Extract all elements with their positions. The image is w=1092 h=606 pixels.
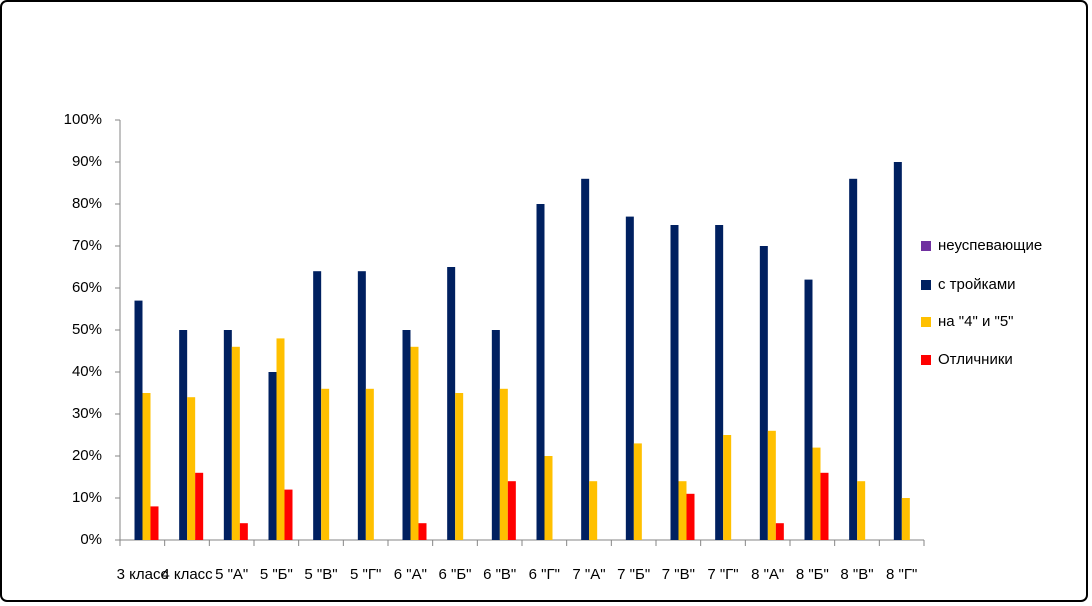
bar (134, 300, 143, 540)
bar (775, 523, 784, 540)
bar (499, 388, 508, 540)
bar (284, 489, 293, 540)
y-tick-label: 70% (72, 237, 102, 254)
y-tick-label: 30% (72, 405, 102, 422)
legend-swatch (921, 280, 931, 290)
x-tick-label: 5 "А" (215, 566, 248, 583)
legend-label: с тройками (938, 276, 1016, 293)
bar (893, 162, 902, 540)
bar (410, 346, 419, 540)
bar (589, 481, 598, 540)
bar (195, 472, 204, 540)
bar (857, 481, 866, 540)
bar (418, 523, 427, 540)
x-tick-label: 8 "Б" (796, 566, 829, 583)
x-tick-label: 4 класс (161, 566, 213, 583)
bar (365, 388, 374, 540)
bar (536, 204, 545, 540)
y-tick-label: 80% (72, 195, 102, 212)
bar (849, 178, 858, 541)
bar (150, 506, 159, 540)
y-tick-label: 60% (72, 279, 102, 296)
x-tick-label: 6 "Б" (438, 566, 471, 583)
y-tick-label: 90% (72, 153, 102, 170)
legend-label: Отличники (938, 351, 1013, 368)
bar (723, 435, 732, 540)
bar (455, 393, 464, 540)
bar (901, 498, 910, 540)
x-tick-label: 6 "Г" (529, 566, 560, 583)
bar (686, 493, 695, 540)
bar (223, 330, 232, 540)
bar (759, 246, 768, 540)
bar (239, 523, 248, 540)
bar (633, 443, 642, 540)
bar (357, 271, 366, 540)
x-tick-label: 7 "В" (662, 566, 695, 583)
legend-swatch (921, 241, 931, 251)
x-tick-label: 5 "Б" (260, 566, 293, 583)
bar (491, 330, 500, 540)
x-tick-label: 8 "А" (751, 566, 784, 583)
legend-swatch (921, 355, 931, 365)
x-tick-label: 3 класс (117, 566, 169, 583)
y-tick-label: 10% (72, 489, 102, 506)
x-tick-label: 8 "Г" (886, 566, 917, 583)
y-tick-label: 20% (72, 447, 102, 464)
bar (268, 372, 277, 540)
bar (142, 393, 151, 540)
legend-label: неуспевающие (938, 237, 1042, 254)
y-tick-label: 100% (64, 111, 102, 128)
bar (804, 279, 813, 540)
bar (179, 330, 188, 540)
bar (276, 338, 285, 540)
bar (715, 225, 724, 540)
bar (544, 456, 553, 540)
bar (678, 481, 687, 540)
x-tick-label: 6 "В" (483, 566, 516, 583)
bar (231, 346, 240, 540)
x-tick-label: 8 "В" (840, 566, 873, 583)
y-tick-label: 50% (72, 321, 102, 338)
bar (402, 330, 411, 540)
bar (581, 178, 590, 541)
x-tick-label: 6 "А" (394, 566, 427, 583)
legend-label: на "4" и "5" (938, 313, 1014, 330)
x-tick-label: 7 "А" (572, 566, 605, 583)
x-tick-label: 7 "Г" (707, 566, 738, 583)
bar (321, 388, 330, 540)
x-tick-label: 7 "Б" (617, 566, 650, 583)
bar (625, 216, 634, 540)
bar (767, 430, 776, 540)
bar (812, 447, 821, 540)
bar (820, 472, 829, 540)
x-tick-label: 5 "Г" (350, 566, 381, 583)
bar (447, 267, 456, 540)
x-tick-label: 5 "В" (304, 566, 337, 583)
legend-swatch (921, 317, 931, 327)
bar (670, 225, 679, 540)
bar (507, 481, 516, 540)
bar (313, 271, 322, 540)
y-tick-label: 40% (72, 363, 102, 380)
bar (187, 397, 196, 540)
y-tick-label: 0% (80, 531, 102, 548)
